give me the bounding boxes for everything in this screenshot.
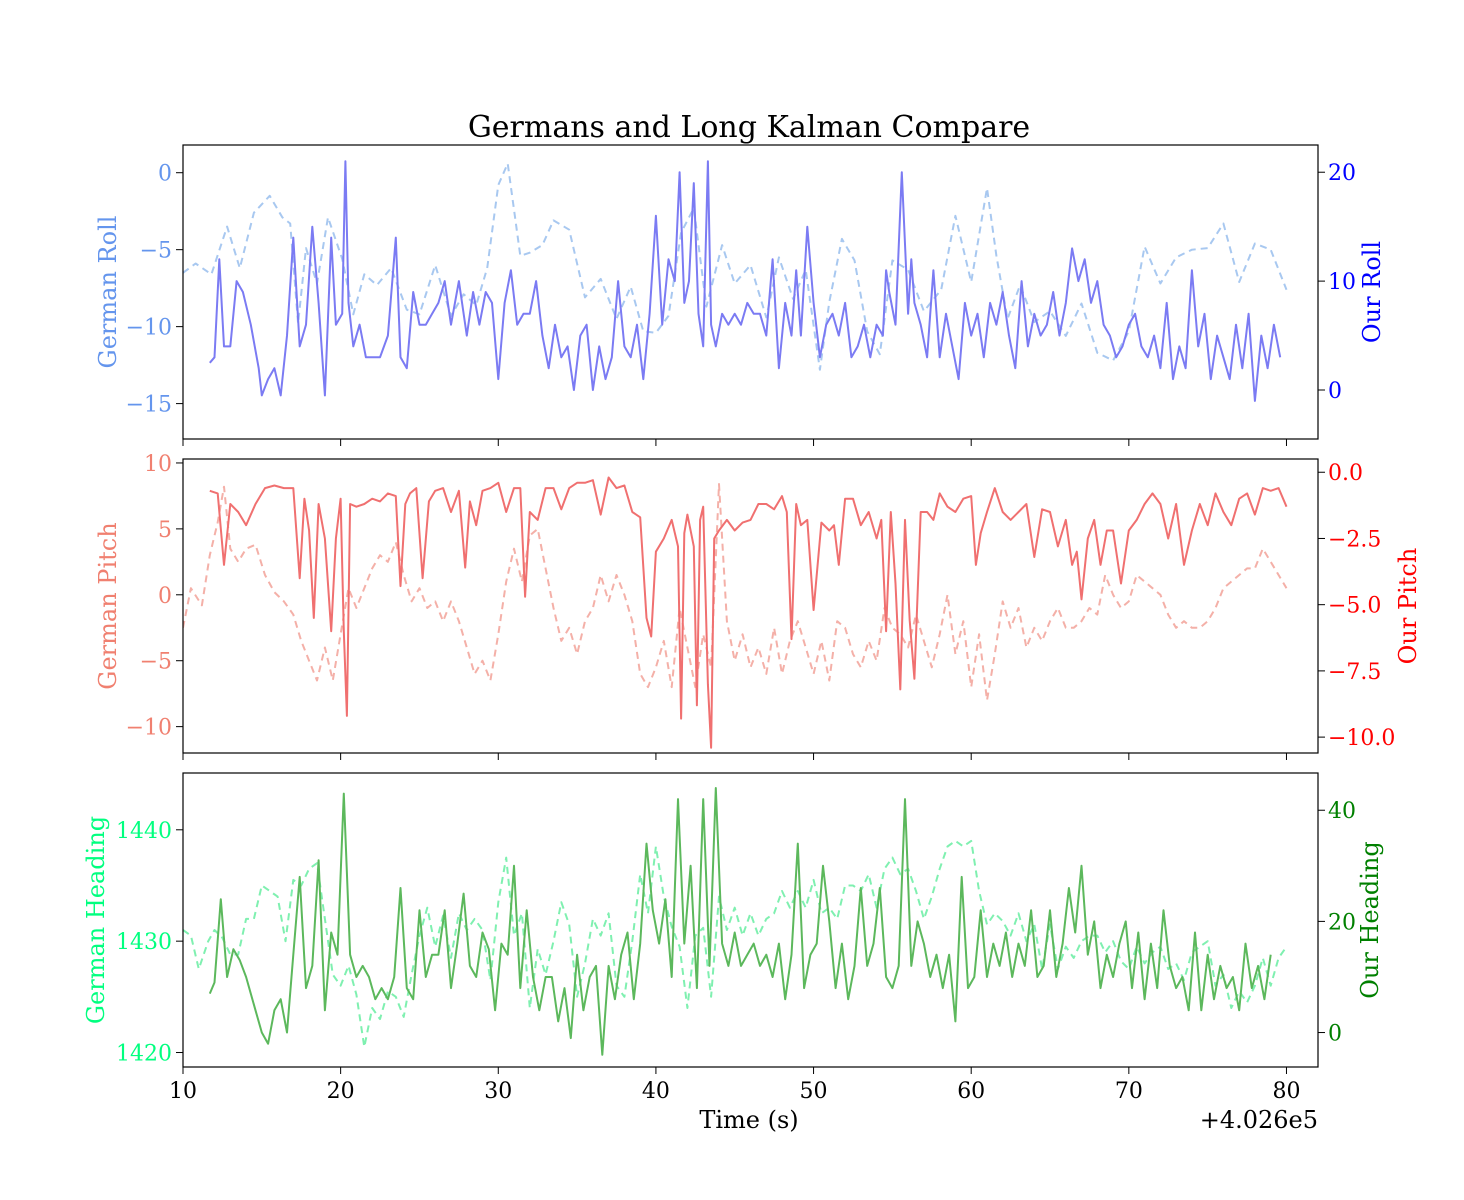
- left-tick-label: −15: [126, 393, 172, 418]
- left-axis-label: German Heading: [82, 816, 110, 1024]
- x-tick-label: 30: [484, 1079, 512, 1104]
- right-tick-label: 0: [1328, 1022, 1342, 1047]
- right-tick-label: 20: [1328, 161, 1356, 186]
- our-heading-line: [208, 787, 1272, 1056]
- left-tick-label: 0: [158, 584, 172, 609]
- chart-title: Germans and Long Kalman Compare: [468, 110, 1030, 145]
- right-tick-label: 40: [1328, 799, 1356, 824]
- right-axis-label: Our Pitch: [1394, 548, 1422, 665]
- german-heading-line: [183, 839, 1288, 1048]
- x-tick-label: 10: [169, 1079, 197, 1104]
- plot-frame: [182, 458, 1319, 754]
- x-tick-label: 20: [327, 1079, 355, 1104]
- our-roll-line: [209, 160, 1282, 402]
- left-tick-label: 10: [144, 452, 172, 477]
- x-axis-label: Time (s): [699, 1106, 798, 1134]
- right-tick-label: −7.5: [1328, 660, 1381, 685]
- right-tick-label: −5.0: [1328, 594, 1381, 619]
- roll-panel: 0 −5 −10 −15 20 10 0 German Roll Our Roll: [94, 144, 1386, 446]
- x-tick-label: 70: [1115, 1079, 1143, 1104]
- right-tick-label: 10: [1328, 270, 1356, 295]
- plot-frame: [182, 772, 1319, 1068]
- right-axis-label: Our Heading: [1356, 841, 1384, 999]
- left-tick-label: −5: [140, 650, 172, 675]
- left-tick-label: 1440: [116, 819, 172, 844]
- right-tick-label: 20: [1328, 910, 1356, 935]
- right-axis-label: Our Roll: [1358, 241, 1386, 343]
- right-tick-label: 0.0: [1328, 461, 1363, 486]
- right-tick-label: −10.0: [1328, 726, 1395, 751]
- german-pitch-line: [183, 483, 1288, 702]
- x-tick-label: 80: [1272, 1079, 1300, 1104]
- x-tick-label: 60: [957, 1079, 985, 1104]
- left-tick-label: −10: [126, 716, 172, 741]
- pitch-panel: 10 5 0 −5 −10 0.0 −2.5 −5.0 −7.5 −10.0 German Pitc…: [94, 452, 1422, 760]
- left-axis-label: German Roll: [94, 216, 122, 369]
- x-tick-label: 40: [642, 1079, 670, 1104]
- heading-panel: 1440 1430 1420 40 20 0 German Heading Our Headi…: [82, 772, 1384, 1074]
- x-axis: 10 20 30 40 50 60 70 80: [169, 1079, 1300, 1104]
- x-tick-label: 50: [800, 1079, 828, 1104]
- plot-frame: [182, 144, 1319, 440]
- left-tick-label: 0: [158, 162, 172, 187]
- left-tick-label: 1430: [116, 930, 172, 955]
- left-tick-label: −5: [140, 239, 172, 264]
- left-tick-label: −10: [126, 316, 172, 341]
- left-axis-label: German Pitch: [94, 522, 122, 689]
- right-tick-label: 0: [1328, 379, 1342, 404]
- our-pitch-line: [209, 476, 1288, 749]
- german-roll-line: [183, 162, 1288, 371]
- right-tick-label: −2.5: [1328, 527, 1381, 552]
- left-tick-label: 1420: [116, 1042, 172, 1067]
- x-offset-label: +4.026e5: [1200, 1106, 1318, 1134]
- left-tick-label: 5: [158, 518, 172, 543]
